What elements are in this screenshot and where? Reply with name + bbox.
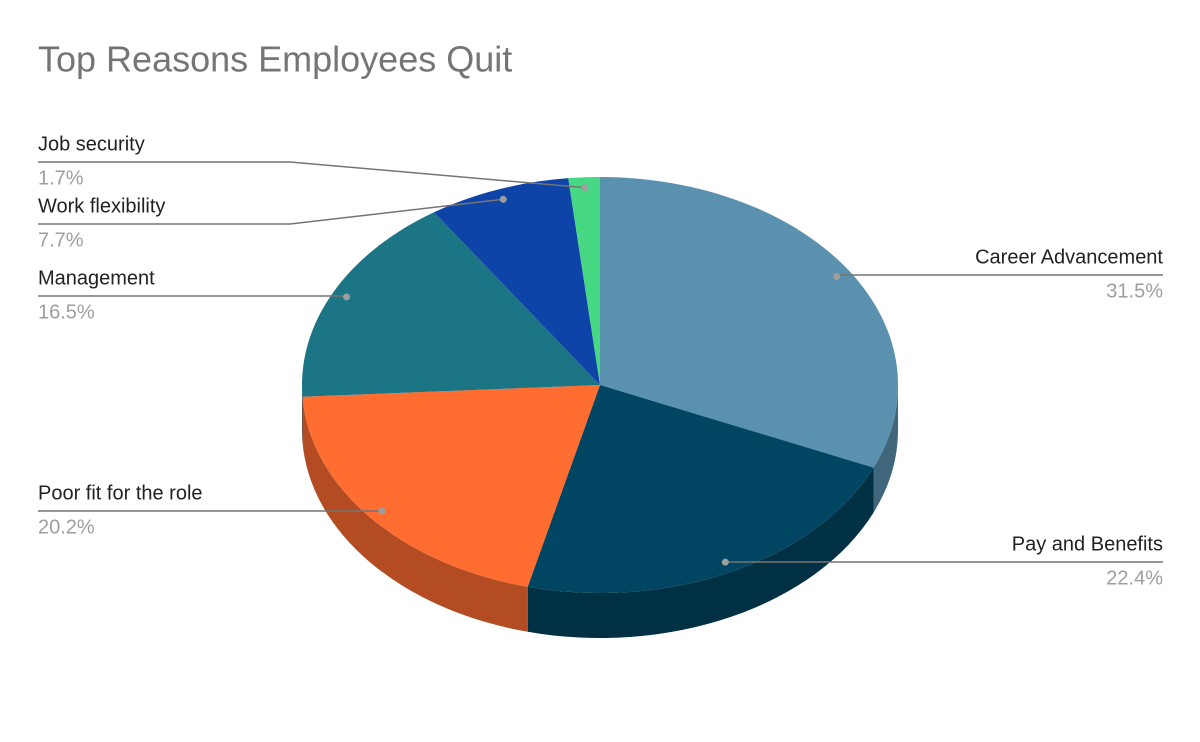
leader-line	[38, 161, 585, 189]
leader-dot	[721, 558, 729, 566]
slice	[302, 212, 600, 397]
slice-value-label: 7.7%	[38, 229, 84, 251]
leader-dot	[343, 293, 351, 301]
leader-dot	[581, 184, 589, 192]
leader-dot	[378, 507, 386, 515]
slice-value-label: 22.4%	[1106, 567, 1163, 589]
slice-value-label: 31.5%	[1106, 280, 1163, 302]
slice	[434, 178, 600, 385]
slice-label: Work flexibility	[38, 195, 165, 217]
slice	[302, 385, 600, 587]
leader-line	[38, 295, 348, 297]
leader-dot	[833, 273, 841, 281]
slice	[568, 177, 600, 385]
leader-dot	[499, 195, 507, 203]
slice-label: Pay and Benefits	[1012, 533, 1163, 555]
slice-value-label: 16.5%	[38, 301, 95, 323]
slice-side	[527, 467, 874, 638]
slice-label: Management	[38, 267, 155, 289]
slice-side	[302, 396, 528, 632]
slice-label: Poor fit for the role	[38, 482, 203, 504]
slice-value-label: 1.7%	[38, 167, 84, 189]
slice	[600, 177, 899, 468]
slice-label: Career Advancement	[975, 246, 1163, 268]
slice-value-label: 20.2%	[38, 516, 95, 538]
leader-line	[835, 274, 1163, 277]
slice-side	[873, 385, 898, 513]
chart-title: Top Reasons Employees Quit	[38, 39, 512, 80]
slice-label: Job security	[38, 133, 145, 155]
slice	[527, 385, 874, 593]
leader-line	[38, 198, 504, 225]
